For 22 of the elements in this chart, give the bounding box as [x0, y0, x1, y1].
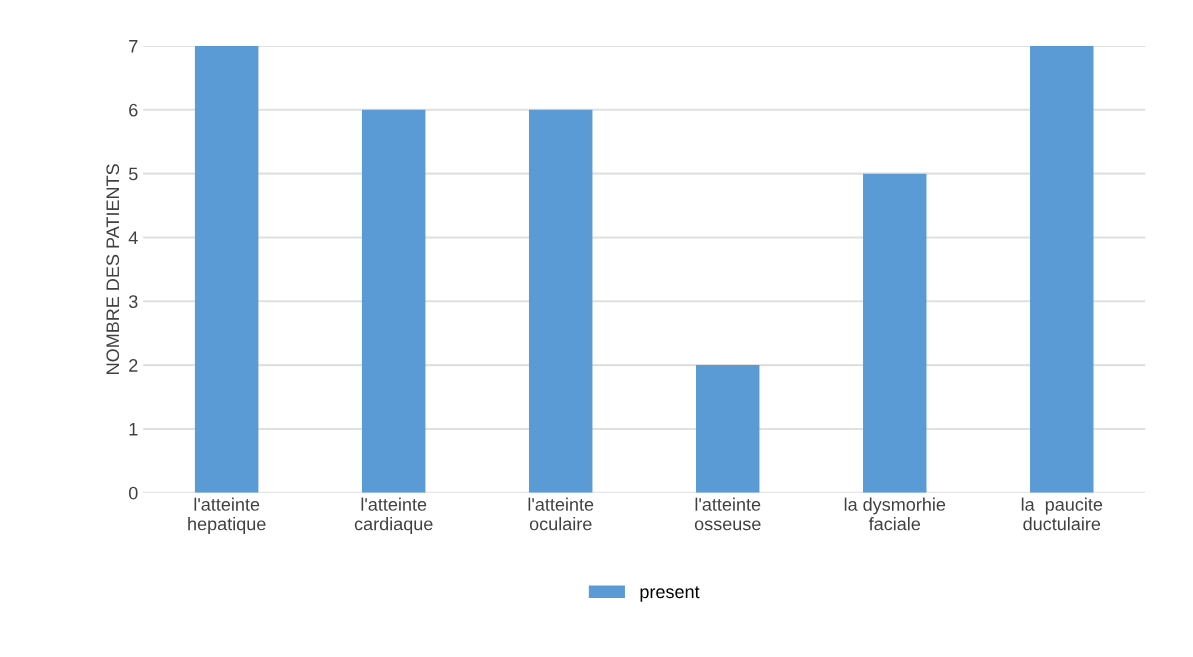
y-tick-label: 4	[128, 231, 138, 244]
y-tick-label: 0	[128, 486, 138, 500]
y-tick-label: 6	[129, 103, 138, 117]
legend-label: present	[640, 586, 700, 602]
bar	[528, 109, 593, 493]
y-tick-label: 5	[128, 167, 138, 181]
x-tick-label: l'atteinte osseuse	[694, 497, 761, 531]
x-tick-label: la paucite ductulaire	[1021, 497, 1103, 531]
bar	[1030, 45, 1094, 493]
x-tick-label: l'atteinte hepatique	[188, 497, 266, 534]
y-tick-label: 2	[129, 359, 138, 372]
bar	[194, 45, 259, 493]
y-axis-title: NOMBRE DES PATIENTS	[106, 164, 120, 374]
x-tick-label: l'atteinte cardiaque	[354, 497, 433, 534]
x-tick-label: l'atteinte oculaire	[528, 497, 594, 531]
y-tick-label: 3	[128, 295, 138, 308]
y-tick-label: 7	[129, 40, 138, 53]
x-tick-label: la dysmorhie faciale	[844, 497, 946, 531]
y-tick-label: 1	[129, 423, 138, 436]
bar	[361, 109, 426, 493]
bar	[696, 365, 760, 493]
bar	[863, 173, 927, 493]
